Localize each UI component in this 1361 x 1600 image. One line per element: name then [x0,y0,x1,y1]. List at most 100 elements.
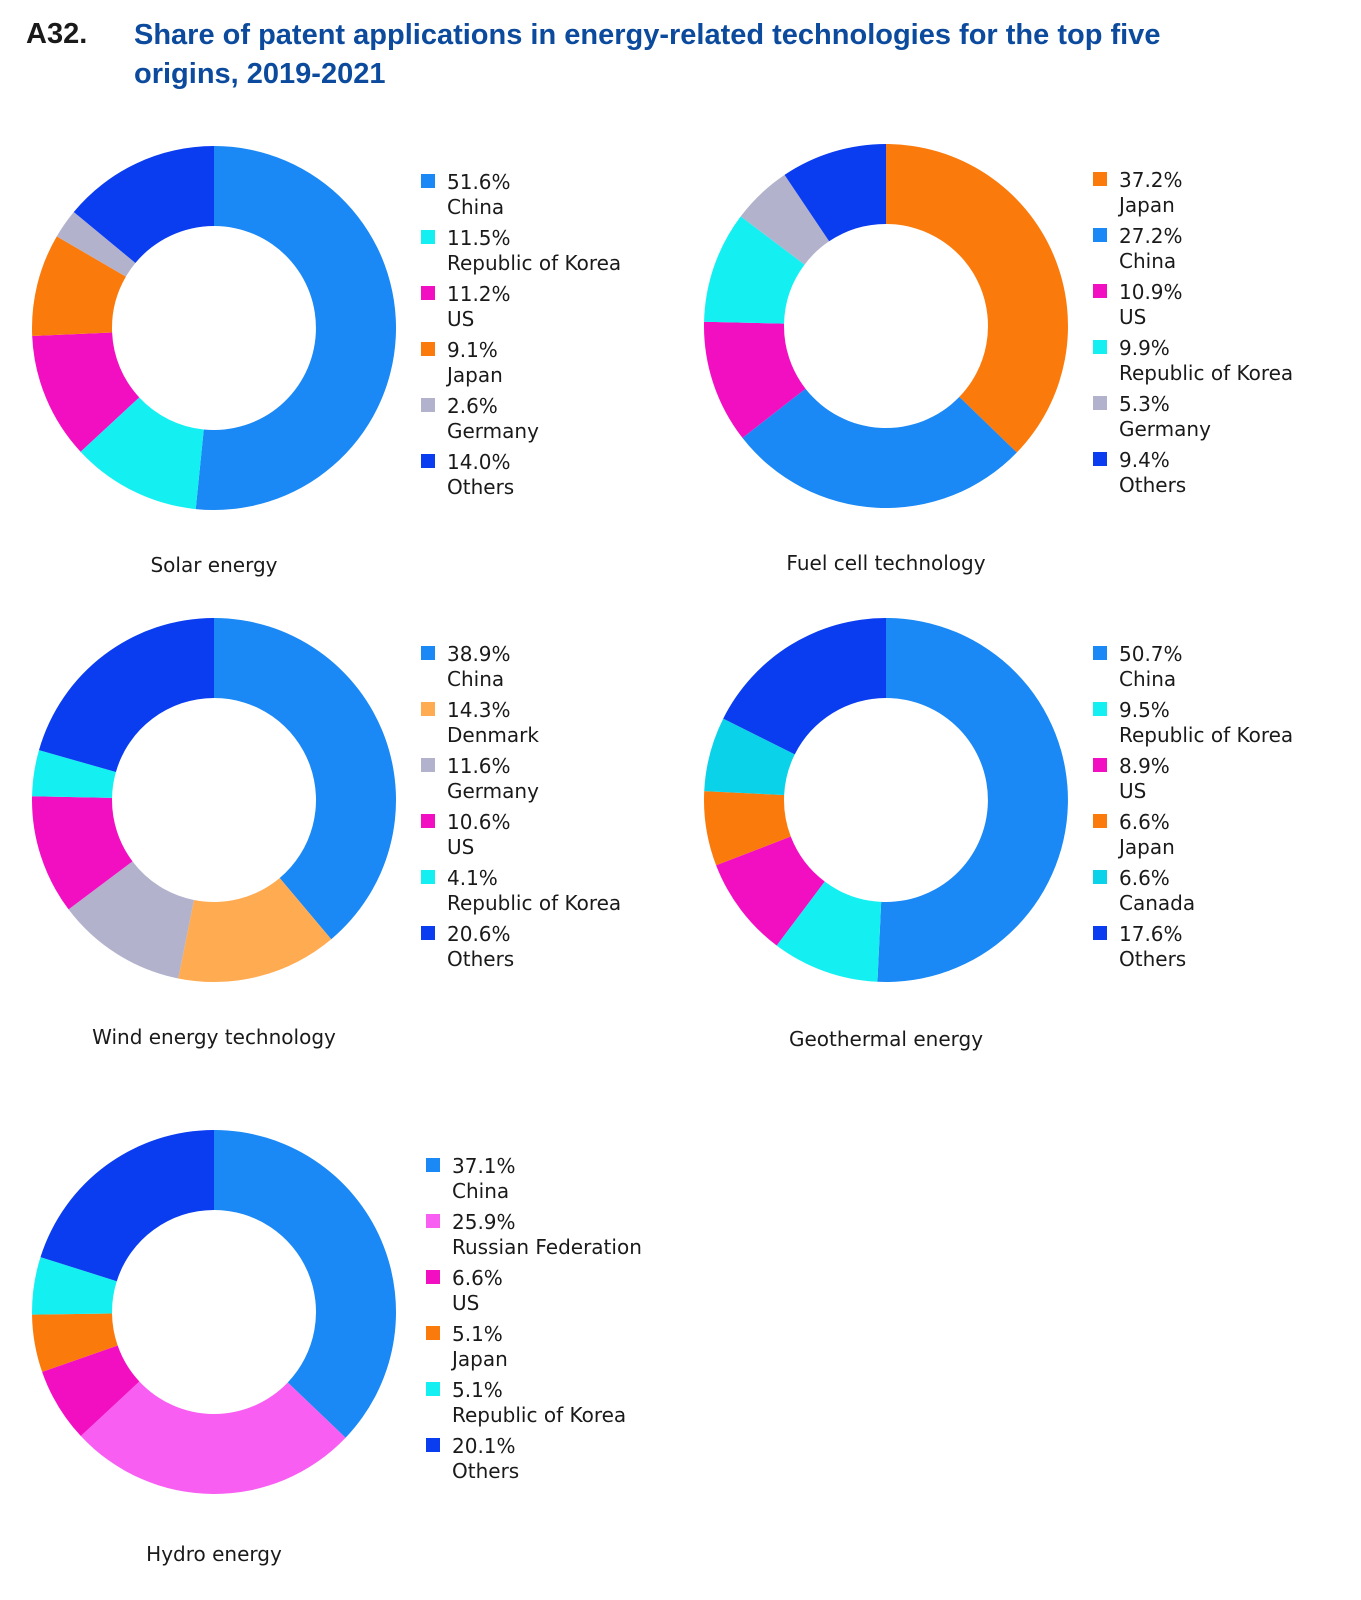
slice-others [723,618,886,755]
legend-value: 11.5% [447,226,511,250]
legend-value: 9.5% [1119,698,1170,722]
slice-republic-of-korea [776,881,882,982]
legend-item-republic-of-korea: 9.9% Republic of Korea [1093,336,1293,392]
legend-item-germany: 2.6% Germany [421,394,621,450]
legend-label: Germany [447,779,539,803]
legend-value: 6.6% [1119,810,1170,834]
legend-value: 25.9% [452,1210,516,1234]
slice-japan [32,236,126,336]
legend-item-japan: 5.1% Japan [426,1322,642,1378]
legend-value: 6.6% [1119,866,1170,890]
legend-item-china: 50.7% China [1093,642,1293,698]
legend-value: 20.1% [452,1434,516,1458]
slice-denmark [178,878,332,982]
legend-swatch [426,1326,440,1340]
legend-swatch [421,286,435,300]
figure-header: A32. Share of patent applications in ene… [26,16,1326,106]
legend-item-others: 20.1% Others [426,1434,642,1490]
solar-energy-legend: 51.6% China 11.5% Republic of Korea 11.2% US 9… [421,170,621,506]
legend-label: China [447,667,505,691]
legend-swatch [421,702,435,716]
legend-value: 10.6% [447,810,511,834]
slice-china [742,388,1017,508]
legend-item-us: 8.9% US [1093,754,1293,810]
legend-value: 8.9% [1119,754,1170,778]
legend-swatch [421,870,435,884]
legend-swatch [1093,646,1107,660]
legend-value: 51.6% [447,170,511,194]
legend-label: Others [447,475,515,499]
slice-canada [704,718,795,796]
legend-label: US [447,307,475,331]
slice-others [40,1130,215,1282]
legend-swatch [426,1214,440,1228]
legend-label: Others [1119,473,1187,497]
legend-swatch [421,342,435,356]
legend-item-republic-of-korea: 9.5% Republic of Korea [1093,698,1293,754]
legend-value: 5.1% [452,1378,503,1402]
legend-swatch [1093,814,1107,828]
legend-swatch [421,398,435,412]
chart-hydro-energy: 37.1% China 25.9% Russian Federation 6.6% US 5… [26,1124,666,1584]
legend-label: Republic of Korea [452,1403,627,1427]
legend-item-china: 51.6% China [421,170,621,226]
figure-code: A32. [26,18,88,50]
legend-swatch [1093,702,1107,716]
legend-label: US [447,835,475,859]
legend-item-republic-of-korea: 5.1% Republic of Korea [426,1378,642,1434]
legend-value: 5.1% [452,1322,503,1346]
legend-label: China [447,195,505,219]
legend-label: Canada [1119,891,1196,915]
legend-value: 37.2% [1119,168,1183,192]
slice-others [73,146,214,263]
legend-swatch [426,1158,440,1172]
geothermal-energy-donut [704,618,1068,982]
legend-label: Russian Federation [452,1235,642,1259]
legend-item-japan: 37.2% Japan [1093,168,1293,224]
legend-value: 6.6% [452,1266,503,1290]
hydro-energy-legend: 37.1% China 25.9% Russian Federation 6.6% US 5… [426,1154,642,1490]
legend-value: 10.9% [1119,280,1183,304]
geothermal-energy-legend: 50.7% China 9.5% Republic of Korea 8.9% US 6.6… [1093,642,1293,978]
legend-label: Republic of Korea [1119,361,1294,385]
legend-label: Others [452,1459,520,1483]
legend-label: Others [1119,947,1187,971]
slice-us [32,796,133,910]
legend-swatch [421,646,435,660]
solar-energy-caption: Solar energy [150,553,278,577]
legend-item-us: 6.6% US [426,1266,642,1322]
legend-item-china: 38.9% China [421,642,621,698]
chart-wind-energy-technology: 38.9% China 14.3% Denmark 11.6% Germany 10.6% U… [26,612,666,1072]
legend-label: Germany [447,419,539,443]
legend-value: 2.6% [447,394,498,418]
legend-item-japan: 6.6% Japan [1093,810,1293,866]
legend-label: Others [447,947,515,971]
legend-swatch [421,174,435,188]
legend-item-republic-of-korea: 4.1% Republic of Korea [421,866,621,922]
legend-value: 11.6% [447,754,511,778]
legend-item-canada: 6.6% Canada [1093,866,1293,922]
legend-swatch [1093,396,1107,410]
wind-energy-technology-legend: 38.9% China 14.3% Denmark 11.6% Germany 10.6% U… [421,642,621,978]
legend-label: China [452,1179,510,1203]
legend-swatch [426,1382,440,1396]
legend-value: 9.1% [447,338,498,362]
legend-swatch [1093,340,1107,354]
slice-us [32,332,140,452]
legend-swatch [421,454,435,468]
chart-fuel-cell-technology: 37.2% Japan 27.2% China 10.9% US 9.9% Republic … [698,138,1338,598]
legend-swatch [1093,172,1107,186]
slice-china [877,618,1068,982]
legend-swatch [1093,870,1107,884]
legend-value: 17.6% [1119,922,1183,946]
legend-item-others: 20.6% Others [421,922,621,978]
legend-item-russian-federation: 25.9% Russian Federation [426,1210,642,1266]
fuel-cell-technology-legend: 37.2% Japan 27.2% China 10.9% US 9.9% Republic … [1093,168,1293,504]
legend-item-others: 17.6% Others [1093,922,1293,978]
slice-us [716,836,825,946]
slice-us [703,321,806,438]
fuel-cell-technology-caption: Fuel cell technology [786,551,986,575]
fuel-cell-technology-donut [703,144,1068,508]
legend-label: US [1119,779,1147,803]
legend-value: 5.3% [1119,392,1170,416]
